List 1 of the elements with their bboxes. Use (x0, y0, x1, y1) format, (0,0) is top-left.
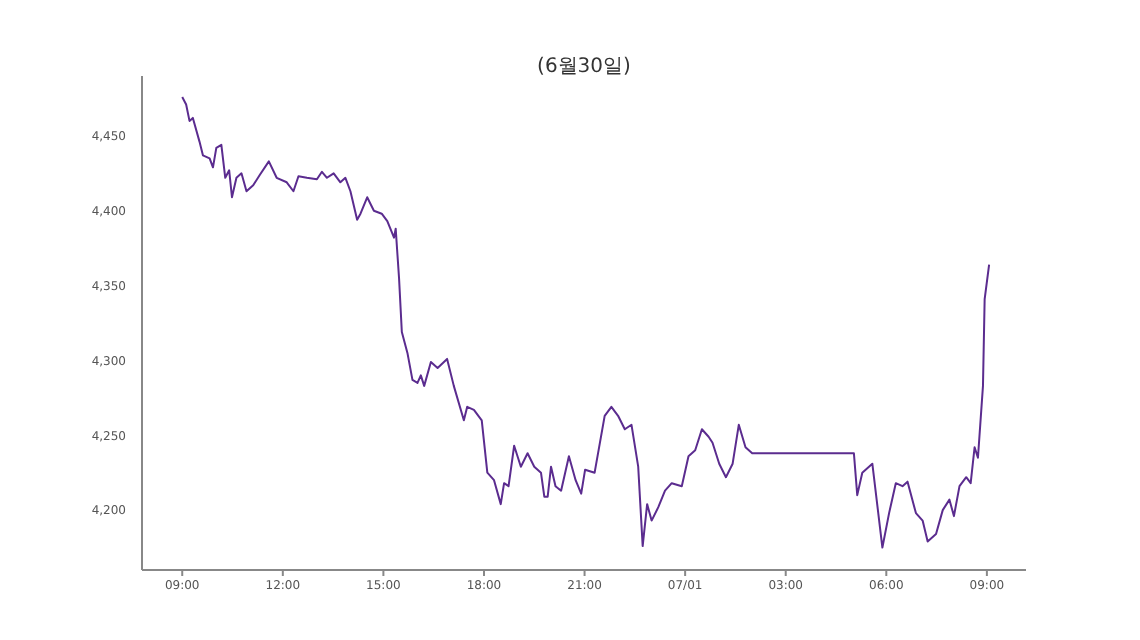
chart-title: (6월30일) (535, 54, 633, 80)
